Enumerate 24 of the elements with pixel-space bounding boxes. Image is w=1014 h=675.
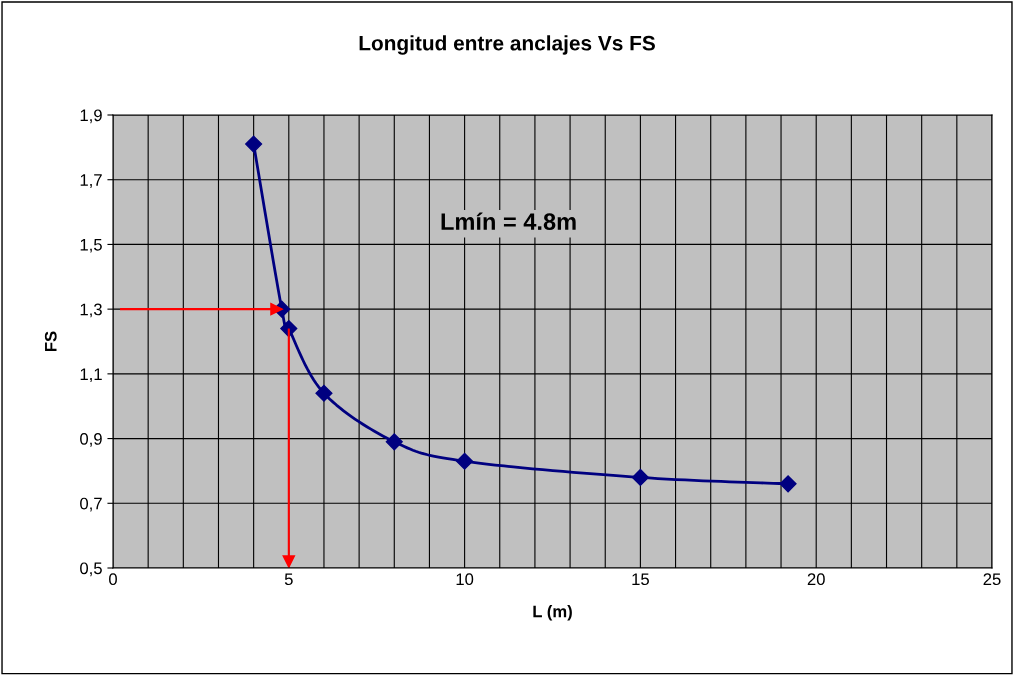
point xyxy=(315,384,333,402)
point xyxy=(456,452,474,470)
y-tick-label: 1,5 xyxy=(80,239,102,253)
point xyxy=(385,433,403,451)
annotation: Lmín = 4.8m xyxy=(441,212,576,231)
chart-title: Longitud entre anclajes Vs FS xyxy=(359,35,655,55)
x-tick-label: 5 xyxy=(284,573,293,586)
x-tick-label: 0 xyxy=(109,573,117,586)
y-tick-label: 0,5 xyxy=(80,562,102,577)
point xyxy=(245,135,263,153)
point xyxy=(779,475,797,493)
y-tick-label: 1,1 xyxy=(80,368,102,383)
x-tick-label: 15 xyxy=(632,573,649,586)
y-tick-label: 0,9 xyxy=(80,432,102,447)
y-tick-label: 1,9 xyxy=(80,109,102,124)
x-tick-label: 10 xyxy=(456,573,474,586)
y-axis-title: FS xyxy=(44,331,57,352)
y-tick-label: 1,7 xyxy=(80,174,102,188)
point xyxy=(631,468,649,486)
y-tick-label: 0,7 xyxy=(80,497,102,512)
x-tick-label: 20 xyxy=(807,573,825,586)
x-axis-title: L (m) xyxy=(533,605,572,621)
y-tick-label: 1,3 xyxy=(80,303,102,318)
x-tick-label: 25 xyxy=(983,573,1001,586)
